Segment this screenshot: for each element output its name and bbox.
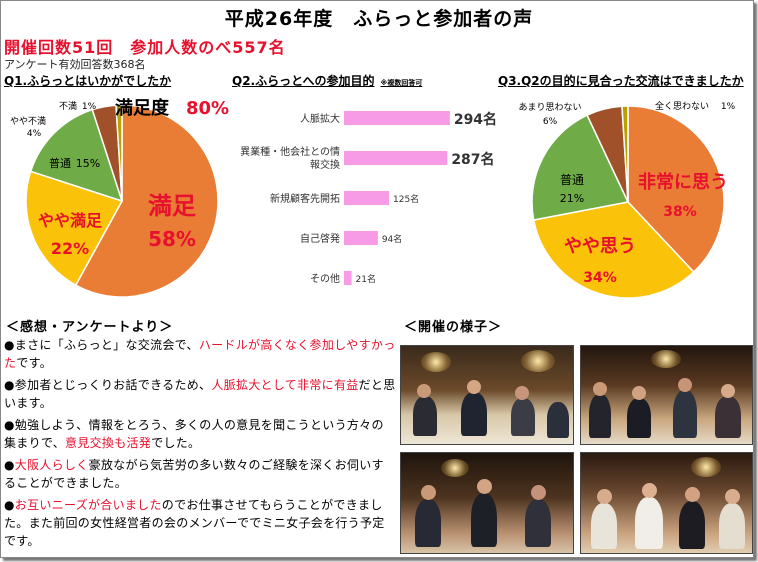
q3-label-somewhat: やや思う — [564, 236, 636, 257]
q1-label-somewhat: やや満足 — [38, 211, 103, 230]
event-photo-2 — [580, 345, 753, 445]
comment-text: のでお仕事させてもらうことができました。また前回の女性経営者の会のメンバーででミ… — [4, 498, 385, 548]
q3-value-somewhat: 34% — [583, 270, 617, 286]
q3-label-never: 全く思わない — [655, 100, 709, 112]
comment-highlight: ハードルが高くなく参加しやすかった — [4, 338, 396, 370]
comment-text: まさに「ふらっと」な交流会で、 — [14, 338, 199, 352]
q2-bar — [344, 151, 448, 165]
q2-value-label: 125名 — [393, 193, 419, 205]
q3-slice-1 — [627, 105, 725, 274]
comment-text: 参加者とじっくりお話できるため、 — [14, 378, 212, 392]
q2-heading: Q2.ふらっとへの参加目的 — [232, 74, 375, 88]
photos-heading: ＜開催の様子＞ — [404, 320, 503, 335]
q1-label-slightly-unsat: やや不満 — [10, 116, 46, 127]
bullet-icon: ● — [4, 338, 15, 352]
q3-slice-5 — [621, 105, 629, 203]
q1-slice-1 — [74, 104, 219, 298]
comment-item: ●勉強しよう、情報をとろう、多くの人の意見を聞こうという方々の集まりで、意見交換… — [4, 416, 396, 452]
q2-category-label: 異業種・他会社との情報交換 — [240, 145, 340, 171]
q3-label-normal: 普通 — [560, 173, 584, 187]
q3-pie-chart: 非常に思う 38% やや思う 34% 普通 21% あまり思わない 6% 全く思… — [518, 100, 736, 299]
q2-category-label: その他 — [310, 272, 340, 285]
event-photo-4 — [580, 452, 753, 554]
comment-text: 勉強しよう、情報をとろう、多くの人の意見を聞こうという方々の集まりで、 — [4, 418, 384, 450]
q2-value-label: 21名 — [356, 273, 376, 285]
q2-bar — [344, 231, 378, 245]
q3-slice-2 — [532, 201, 695, 299]
q1-callout: 満足度 — [115, 97, 170, 119]
q2-value-label: 94名 — [382, 233, 402, 245]
bullet-icon: ● — [4, 418, 15, 432]
q3-label-rarely: あまり思わない — [518, 102, 581, 113]
bullet-icon: ● — [4, 458, 15, 472]
q1-value-satisfied: 58% — [148, 227, 196, 251]
q1-slice-5 — [115, 104, 123, 202]
event-photo-3 — [400, 452, 574, 554]
valid-responses: アンケート有効回答数368名 — [4, 58, 146, 71]
comment-highlight: お互いニーズが合いました — [14, 498, 162, 512]
q3-value-never: 1% — [721, 102, 736, 112]
q1-label-satisfied: 満足 — [148, 192, 196, 220]
q2-bar — [344, 111, 450, 125]
q2-category-label: 新規顧客先開拓 — [270, 192, 340, 205]
q1-label-unsat: 不満 — [59, 101, 77, 112]
q1-value-somewhat: 22% — [51, 239, 89, 258]
comment-item: ●参加者とじっくりお話できるため、人脈拡大として非常に有益だと思います。 — [4, 376, 396, 412]
q2-value-label: 287名 — [451, 151, 494, 168]
q1-value-normal: 15% — [76, 157, 100, 170]
q3-heading: Q3.Q2の目的に見合った交流はできましたか — [498, 74, 744, 88]
comment-highlight: 意見交換も活発 — [65, 436, 152, 450]
q3-value-rarely: 6% — [543, 117, 558, 127]
q1-heading: Q1.ふらっとはいかがでしたか — [4, 74, 172, 88]
comment-highlight: 大阪人らしく — [14, 458, 89, 472]
event-summary: 開催回数51回 参加人数のべ557名 — [4, 38, 286, 57]
q3-value-very: 38% — [663, 204, 697, 220]
q2-heading-wrap: Q2.ふらっとへの参加目的 ※複数回答可 — [232, 72, 422, 89]
comment-text: だと思います。 — [4, 378, 396, 410]
q1-pie-chart: 満足度 80% 満足 58% やや満足 22% 普通 15% やや不満 4% 不… — [10, 97, 229, 298]
comment-item: ●お互いニーズが合いましたのでお仕事させてもらうことができました。また前回の女性… — [4, 496, 396, 550]
q2-value-label: 294名 — [454, 111, 497, 128]
comments-list: ●まさに「ふらっと」な交流会で、ハードルが高くなく参加しやすかったです。 ●参加者… — [4, 336, 396, 554]
comment-item: ●大阪人らしく豪放ながら気苦労の多い数々のご経験を深くお伺いすることができました… — [4, 456, 396, 492]
q2-category-label: 自己啓発 — [300, 232, 340, 245]
comment-highlight: 人脈拡大として非常に有益 — [211, 378, 359, 392]
bullet-icon: ● — [4, 498, 15, 512]
event-photo-1 — [400, 345, 574, 445]
comment-item: ●まさに「ふらっと」な交流会で、ハードルが高くなく参加しやすかったです。 — [4, 336, 396, 372]
q1-value-slightly-unsat: 4% — [27, 129, 42, 139]
q1-value-unsat: 1% — [82, 102, 97, 112]
q2-bar — [344, 271, 352, 285]
q2-note: ※複数回答可 — [380, 79, 423, 87]
q3-label-very: 非常に思う — [638, 171, 728, 193]
comment-text: でした。 — [151, 436, 201, 450]
comment-text: 豪放ながら気苦労の多い数々のご経験を深くお伺いすることができました。 — [4, 458, 384, 490]
page-title: 平成26年度 ふらっと参加者の声 — [224, 8, 534, 30]
comment-text: です。 — [16, 356, 53, 370]
q1-callout-value: 80% — [186, 98, 229, 119]
q3-slice-3 — [531, 114, 630, 221]
q1-slice-2 — [25, 170, 124, 287]
q3-value-normal: 21% — [560, 192, 584, 205]
bullet-icon: ● — [4, 378, 15, 392]
q2-category-label: 人脈拡大 — [300, 112, 340, 125]
q2-bar — [344, 191, 389, 205]
q1-label-normal: 普通 — [49, 156, 71, 170]
comments-heading: ＜感想・アンケートより＞ — [6, 320, 174, 335]
